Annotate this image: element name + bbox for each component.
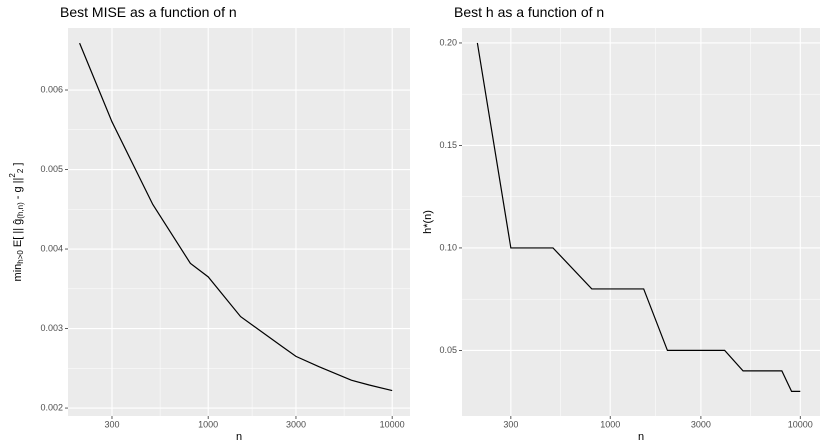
y-axis-label-part: (h,n) [16,202,25,219]
y-tick-label: 0.004 [40,243,63,253]
y-tick-label: 0.003 [40,323,63,333]
y-tick-label: 0.002 [40,402,63,412]
y-axis-label-part: h>0 [16,250,25,264]
y-axis-label-part: 2 [8,173,17,178]
y-tick-label: 0.10 [439,242,457,252]
x-tick-label: 1000 [198,419,218,429]
x-tick-label: 1000 [600,419,620,429]
chart-title: Best MISE as a function of n [60,4,237,20]
y-axis-label-part: h*(n) [422,210,434,234]
y-axis-label-part: ] [12,163,24,169]
x-tick-label: 300 [503,419,518,429]
y-axis-label-part: - g || [12,178,24,203]
x-tick-label: 10000 [380,419,405,429]
y-tick-label: 0.005 [40,164,63,174]
y-tick-label: 0.006 [40,84,63,94]
x-tick-label: 300 [104,419,119,429]
y-axis-label-part: E[ || [12,225,24,250]
y-tick-label: 0.15 [439,140,457,150]
x-tick-label: 3000 [691,419,711,429]
x-axis-label: n [236,431,242,443]
panel-background [462,28,820,416]
panel-background [68,28,410,416]
y-tick-label: 0.05 [439,345,457,355]
y-axis-label-part: 2 [16,168,25,173]
x-axis-label: n [638,431,644,443]
x-tick-label: 3000 [286,419,306,429]
chart-title: Best h as a function of n [454,4,604,20]
y-tick-label: 0.20 [439,37,457,47]
line [476,42,801,392]
x-tick-label: 10000 [788,419,813,429]
line [79,42,393,392]
y-axis-label-part: min [12,264,24,282]
y-axis-label: minh>0 E[ || ĝ(h,n) - g ||22 ] [8,163,25,282]
y-axis-label-part: ĝ [12,219,24,225]
y-axis-label: h*(n) [422,210,434,234]
